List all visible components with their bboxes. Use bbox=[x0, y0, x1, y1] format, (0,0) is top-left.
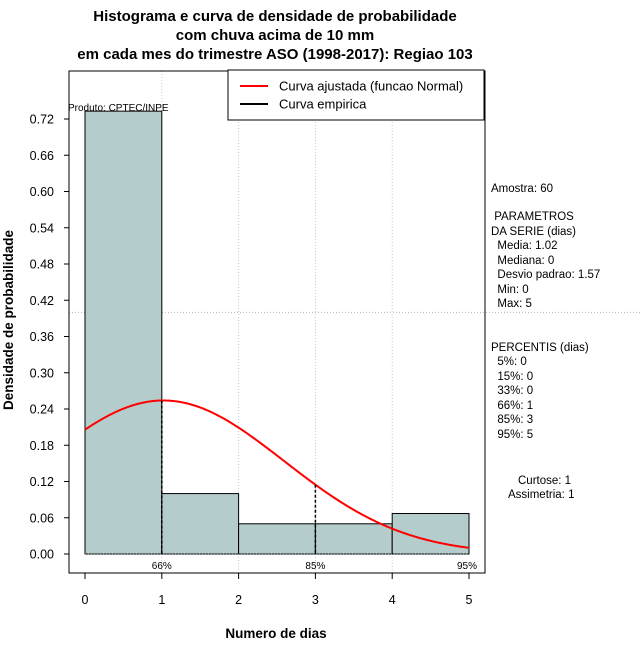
curve-layer: 66% 85% 95% bbox=[84, 399, 477, 572]
percentil-5: 5%: 0 bbox=[491, 356, 527, 368]
percentil-95: 95%: 5 bbox=[491, 429, 534, 441]
param-mediana: Mediana: 0 bbox=[491, 255, 555, 267]
histogram-bar-3 bbox=[314, 523, 393, 555]
percentile-label-1: 85% bbox=[305, 561, 325, 572]
grid-layer bbox=[69, 71, 640, 573]
y-tick-label-8: 0.48 bbox=[30, 258, 54, 272]
legend-label-empirical: Curva empirica bbox=[279, 97, 367, 112]
y-tick-label-2: 0.12 bbox=[30, 475, 54, 489]
percentil-66: 66%: 1 bbox=[491, 400, 534, 412]
percentil-15: 15%: 0 bbox=[491, 371, 534, 383]
legend-box bbox=[227, 69, 485, 121]
x-tick-label-4: 4 bbox=[389, 593, 396, 607]
y-tick-label-5: 0.30 bbox=[30, 366, 54, 380]
chart-title-line-3: em cada mes do trimestre ASO (1998-2017)… bbox=[77, 46, 472, 63]
product-label: Produto: CPTEC/INPE bbox=[68, 103, 169, 114]
x-tick-label-5: 5 bbox=[466, 593, 473, 607]
y-tick-label-3: 0.18 bbox=[30, 439, 54, 453]
y-tick-label-7: 0.42 bbox=[30, 294, 54, 308]
axes-layer: 0.00 0.06 0.12 0.18 0.24 0.30 0.36 0.42 0.48 0.54… bbox=[30, 113, 473, 608]
percentil-85: 85%: 3 bbox=[491, 414, 534, 426]
histogram-bar-1 bbox=[161, 493, 240, 555]
chart-title-line-2: com chuva acima de 10 mm bbox=[176, 27, 374, 44]
histogram-bar-0 bbox=[84, 110, 163, 555]
x-tick-label-2: 2 bbox=[235, 593, 242, 607]
param-min: Min: 0 bbox=[491, 284, 529, 296]
y-tick-label-0: 0.00 bbox=[30, 548, 54, 562]
param-desvio: Desvio padrao: 1.57 bbox=[491, 269, 601, 281]
percentile-label-0: 66% bbox=[152, 561, 172, 572]
histogram-bars bbox=[84, 110, 470, 555]
y-tick-label-4: 0.24 bbox=[30, 403, 54, 417]
percentil-33: 33%: 0 bbox=[491, 385, 534, 397]
normal-curve bbox=[84, 399, 470, 549]
y-tick-label-12: 0.72 bbox=[30, 113, 54, 127]
assimetria: Assimetria: 1 bbox=[508, 489, 575, 501]
y-tick-label-6: 0.36 bbox=[30, 330, 54, 344]
percentis-header: PERCENTIS (dias) bbox=[491, 342, 589, 354]
x-tick-label-3: 3 bbox=[312, 593, 319, 607]
y-axis-label: Densidade de probabilidade bbox=[1, 229, 16, 410]
histogram-bar-2 bbox=[238, 523, 316, 555]
x-tick-label-1: 1 bbox=[158, 593, 165, 607]
param-media: Media: 1.02 bbox=[491, 240, 558, 252]
x-tick-label-0: 0 bbox=[82, 593, 89, 607]
percentile-label-2: 95% bbox=[457, 561, 477, 572]
y-tick-label-10: 0.60 bbox=[30, 185, 54, 199]
legend-label-normal: Curva ajustada (funcao Normal) bbox=[279, 79, 463, 94]
param-max: Max: 5 bbox=[491, 298, 532, 310]
chart-title-line-1: Histograma e curva de densidade de proba… bbox=[93, 8, 456, 25]
params-header-2: DA SERIE (dias) bbox=[491, 226, 576, 238]
params-header-1: PARAMETROS bbox=[491, 211, 574, 223]
y-tick-label-11: 0.66 bbox=[30, 149, 54, 163]
x-axis-label: Numero de dias bbox=[225, 626, 326, 641]
y-tick-label-9: 0.54 bbox=[30, 221, 54, 235]
y-tick-label-1: 0.06 bbox=[30, 511, 54, 525]
sample-size: Amostra: 60 bbox=[491, 183, 553, 195]
curtose: Curtose: 1 bbox=[518, 475, 572, 487]
legend: Curva ajustada (funcao Normal) Curva emp… bbox=[227, 69, 485, 121]
